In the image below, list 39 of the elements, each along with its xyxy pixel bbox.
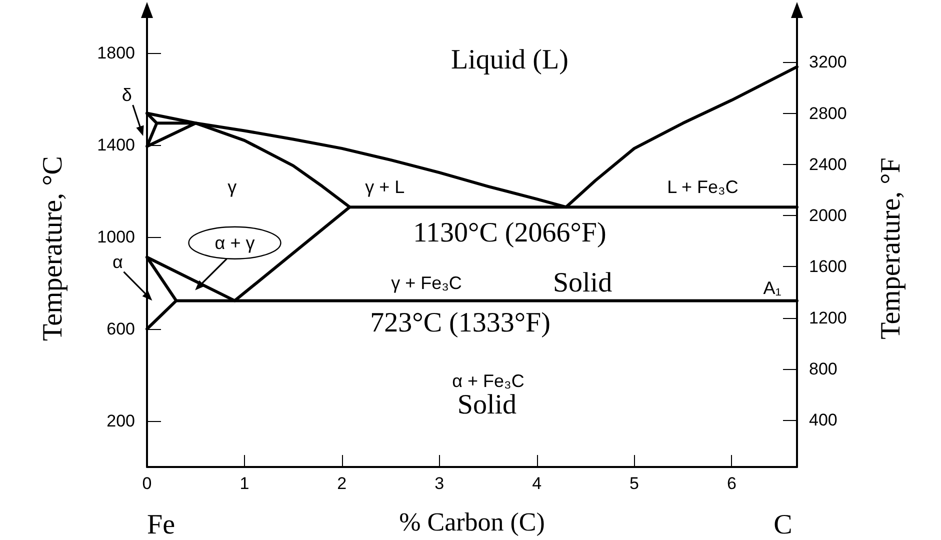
y2-tick-label: 800: [809, 359, 838, 378]
y2-axis-title: Temperature, °F: [876, 158, 906, 340]
annotation: γ: [228, 176, 237, 197]
text: α: [112, 252, 123, 272]
y-tick-label: 600: [106, 320, 135, 338]
x-tick-label: 4: [532, 474, 542, 493]
y-tick-label: 1000: [97, 228, 135, 246]
annotation: γ + L: [365, 176, 405, 197]
annotation: Liquid (L): [450, 44, 568, 76]
y2-tick-label: 1600: [809, 257, 847, 276]
annotation: α + γ: [214, 232, 255, 253]
text: Fe: [147, 510, 175, 540]
annotation: 723°C (1333°F): [370, 308, 550, 339]
x-tick-label: 5: [630, 474, 639, 493]
x-tick-label: 0: [142, 474, 152, 493]
annotation: L + Fe₃C: [667, 176, 738, 197]
x-axis-title: % Carbon (C): [399, 508, 545, 536]
y2-tick-label: 1200: [809, 308, 847, 328]
y2-tick-label: 2800: [809, 104, 847, 123]
text: C: [774, 510, 792, 540]
y-tick-label: 200: [106, 412, 135, 430]
annotation: A₁: [763, 278, 782, 298]
annotation: Solid: [457, 389, 517, 420]
text: δ: [122, 84, 132, 105]
x-tick-label: 2: [337, 474, 347, 493]
y2-tick-label: 400: [809, 410, 838, 430]
annotation: 1130°C (2066°F): [413, 217, 606, 248]
annotation: α + Fe₃C: [452, 370, 524, 391]
y2-tick-label: 2400: [809, 154, 847, 174]
y2-tick-label: 3200: [809, 52, 847, 72]
y-axis-title: Temperature, °C: [38, 156, 68, 341]
annotation: γ + Fe₃C: [391, 273, 462, 294]
y2-tick-label: 2000: [809, 206, 847, 226]
x-tick-label: 1: [240, 474, 250, 493]
x-tick-label: 3: [434, 474, 444, 493]
x-tick-label: 6: [726, 474, 736, 493]
y-tick-label: 1800: [97, 44, 135, 62]
y-tick-label: 1400: [97, 136, 135, 154]
annotation: Solid: [552, 268, 612, 299]
